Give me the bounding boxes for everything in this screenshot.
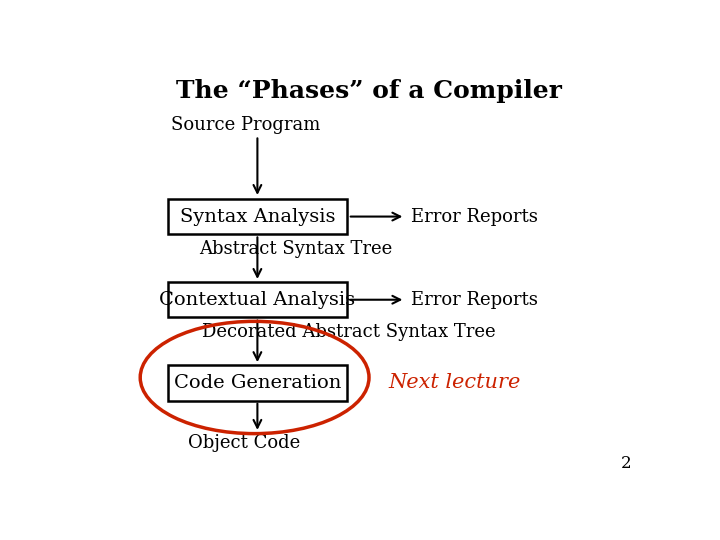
Text: Source Program: Source Program bbox=[171, 116, 320, 134]
Text: 2: 2 bbox=[621, 455, 631, 472]
Text: Next lecture: Next lecture bbox=[389, 373, 521, 393]
FancyBboxPatch shape bbox=[168, 199, 347, 234]
FancyBboxPatch shape bbox=[168, 365, 347, 401]
Text: Decorated Abstract Syntax Tree: Decorated Abstract Syntax Tree bbox=[202, 323, 495, 341]
Text: Code Generation: Code Generation bbox=[174, 374, 341, 392]
Text: Error Reports: Error Reports bbox=[411, 207, 538, 226]
Text: Abstract Syntax Tree: Abstract Syntax Tree bbox=[199, 240, 392, 258]
Text: Error Reports: Error Reports bbox=[411, 291, 538, 309]
Text: Object Code: Object Code bbox=[188, 434, 300, 452]
Text: The “Phases” of a Compiler: The “Phases” of a Compiler bbox=[176, 79, 562, 103]
Text: Syntax Analysis: Syntax Analysis bbox=[180, 207, 335, 226]
Text: Contextual Analysis: Contextual Analysis bbox=[159, 291, 356, 309]
FancyBboxPatch shape bbox=[168, 282, 347, 318]
